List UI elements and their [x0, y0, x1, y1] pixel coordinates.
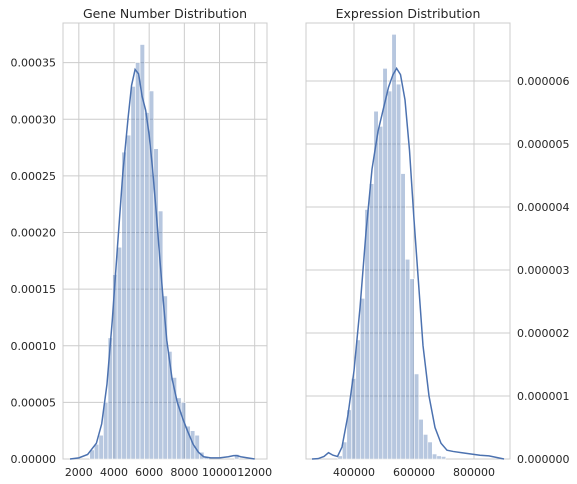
gene-number-x-tick-label: 2000 [65, 466, 93, 479]
gene-number-y-tick-label: 0.00020 [11, 227, 57, 240]
expression-histogram-bar [395, 83, 402, 460]
gene-number-histogram-bar [98, 434, 104, 460]
expression-histogram-bar [382, 68, 388, 460]
gene-number-y-tick-label: 0.00015 [11, 283, 57, 296]
expression-y-tick-label: 0.000006 [517, 75, 570, 88]
gene-number-histogram-bar [139, 44, 145, 460]
gene-number-histogram-bar [144, 112, 150, 460]
gene-number-histogram-bar [135, 62, 141, 460]
gene-number-y-tick-label: 0.00025 [11, 170, 57, 183]
gene-number-kde-line [69, 67, 255, 460]
expression-histogram-bar [427, 441, 433, 460]
expression-histogram-bar [359, 298, 366, 460]
expression-histogram-bar [355, 339, 361, 460]
gene-number-x-tick-label: 6000 [135, 466, 163, 479]
gene-number-y-tick-label: 0.00035 [11, 57, 57, 70]
expression-histogram-bar [418, 419, 424, 460]
gene-number-x-axis: 2000 4000 6000 8000 10000 12000 [65, 466, 272, 479]
gene-number-panel: 2000 4000 6000 8000 10000 12000 0.000000.0000… [11, 6, 273, 479]
expression-y-tick-label: 0.000001 [517, 390, 570, 403]
expression-title: Expression Distribution [336, 6, 481, 21]
expression-histogram-bar [436, 455, 442, 460]
expression-histogram-bar [386, 90, 393, 460]
expression-x-axis: 400000 600000 800000 [333, 466, 495, 479]
gene-number-y-tick-label: 0.00030 [11, 113, 57, 126]
expression-y-tick-label: 0.000002 [517, 327, 570, 340]
gene-number-histogram-bar [126, 134, 132, 460]
gene-number-x-tick-label: 4000 [100, 466, 128, 479]
gene-number-x-tick-label: 10000 [202, 466, 237, 479]
gene-number-histogram-bar [180, 402, 187, 460]
expression-histogram-bar [413, 373, 420, 460]
expression-x-tick-label: 400000 [333, 466, 375, 479]
expression-x-tick-label: 600000 [393, 466, 435, 479]
expression-histogram-bar [377, 126, 384, 460]
expression-histogram-bar [391, 34, 397, 460]
expression-histogram-bar [337, 455, 343, 460]
expression-y-tick-label: 0.000000 [517, 453, 570, 466]
expression-y-axis: 0.000000 0.000001 0.000002 0.000003 0.000004… [517, 75, 570, 466]
expression-histogram [337, 34, 447, 460]
gene-number-histogram-bar [116, 246, 123, 460]
gene-number-y-tick-label: 0.00000 [11, 453, 57, 466]
expression-x-tick-label: 800000 [453, 466, 495, 479]
gene-number-title: Gene Number Distribution [83, 6, 247, 21]
expression-histogram-bar [404, 258, 411, 460]
gene-number-grid [63, 23, 267, 460]
gene-number-x-tick-label: 12000 [237, 466, 272, 479]
expression-histogram-bar [431, 453, 438, 460]
gene-number-y-tick-label: 0.00005 [11, 396, 57, 409]
gene-number-x-tick-label: 8000 [170, 466, 198, 479]
gene-number-histogram-bar [130, 86, 136, 460]
expression-panel: 400000 600000 800000 0.0000000.0000010.000… [305, 6, 570, 479]
expression-histogram-bar [400, 173, 406, 460]
expression-histogram-bar [368, 183, 375, 460]
expression-histogram-bar [409, 278, 415, 460]
gene-number-plot-area [62, 22, 268, 460]
gene-number-histogram-bar [121, 151, 127, 460]
gene-number-histogram-bar [94, 443, 100, 460]
expression-histogram-bar [440, 456, 447, 460]
gene-number-histogram [89, 44, 240, 460]
expression-y-tick-label: 0.000003 [517, 264, 570, 277]
expression-histogram-bar [373, 110, 379, 460]
expression-y-tick-label: 0.000004 [517, 201, 570, 214]
gene-number-y-tick-label: 0.00010 [11, 340, 57, 353]
expression-plot-area [305, 22, 511, 460]
gene-number-histogram-bar [167, 351, 173, 460]
expression-y-tick-label: 0.000005 [517, 138, 570, 151]
expression-histogram-bar [422, 434, 429, 460]
gene-number-y-axis: 0.00000 0.00005 0.00010 0.00015 0.00020 0.000… [11, 57, 57, 466]
expression-kde-line [311, 66, 505, 460]
